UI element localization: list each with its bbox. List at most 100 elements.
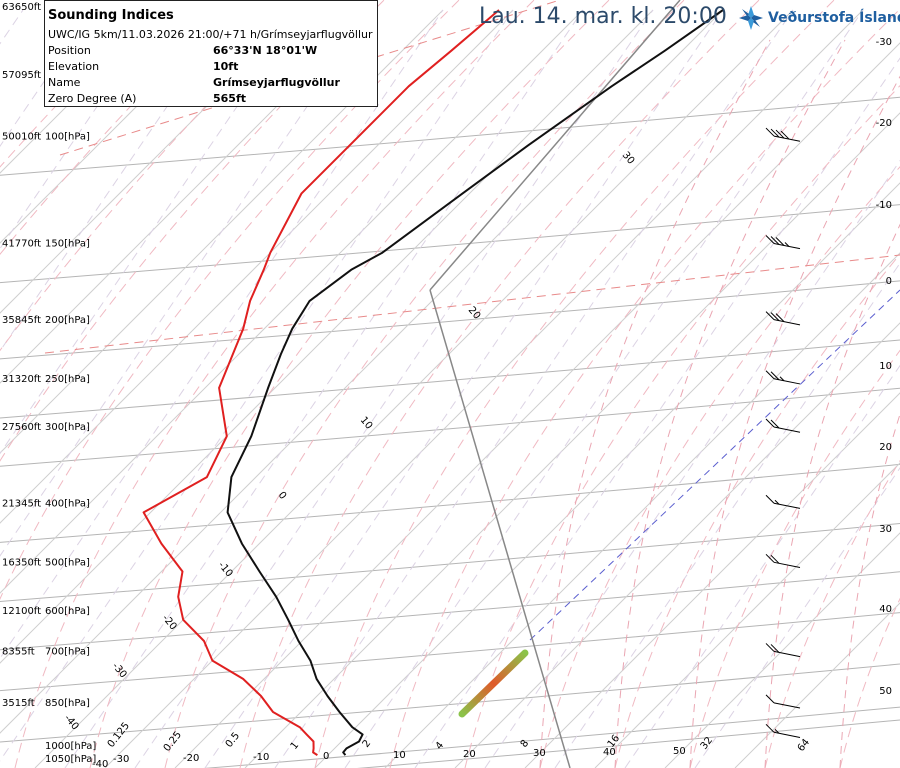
isobar-line [0,523,900,603]
info-label-elevation: Elevation [48,60,100,73]
freezing-level-line [44,254,900,354]
mixing-ratio-line [0,9,234,352]
info-value-zero-degree: 565ft [213,92,247,105]
isotherm-line [664,532,900,768]
isotherm-line [244,112,900,768]
mixing-ratio-label: 2 [361,738,374,750]
isotherm-line [0,9,584,594]
mixing-ratio-line [0,9,374,557]
dry-adiabat-line [539,166,900,768]
right-temperature-label: 0 [886,276,892,287]
isobar-line [356,719,900,768]
wind-barb-feather [770,371,780,381]
dry-adiabat-line [689,349,900,768]
isotherm-label: -40 [92,759,108,768]
wind-barb [765,643,801,658]
dry-adiabat-line [764,459,900,768]
isotherm-label: 10 [393,750,406,761]
info-value-name: Grímseyjarflugvöllur [213,76,340,89]
wind-barb [765,235,801,250]
altitude-label: 31320ft [2,374,41,385]
right-temperature-label: 40 [879,604,892,615]
isotherm-line [594,462,900,768]
isobar-line [203,706,900,768]
lifted-parcel-line [429,289,571,768]
altitude-label: 63650ft [2,2,41,13]
altitude-label: 50010ft [2,131,41,142]
wind-barb-feather [774,728,780,734]
wind-barb-feather [765,370,775,380]
info-value-elevation: 10ft [213,60,239,73]
mixing-ratio-line [694,467,900,768]
wind-barb-feather [775,129,785,139]
pressure-label: 250[hPa] [45,374,90,385]
wind-barb [765,723,801,738]
moist-adiabat-line [764,223,900,768]
wind-barb-feather [765,643,775,652]
dry-adiabat-label: 10 [358,415,375,432]
brand-name: Veðurstofa Íslands [768,10,900,26]
wind-barb-feather [784,242,790,247]
wind-barb-feather [765,127,775,137]
pressure-label: 400[hPa] [45,498,90,509]
isotherm-label: 30 [533,748,546,759]
wind-barb-feather [765,694,775,704]
wind-barb-staff [773,731,801,738]
altitude-label: 8355ft [2,647,35,658]
upper-parcel-line [429,0,681,291]
wind-barb [765,418,801,433]
right-temperature-label: 50 [879,686,892,697]
dry-adiabat-line [614,253,900,768]
wind-barb-feather [770,644,780,653]
mixing-ratio-line [64,9,584,768]
wind-barb-feather [765,553,775,563]
forecast-time-title: Lau. 14. mar. kl. 20:00 [479,4,727,29]
wind-barb-feather [775,313,785,323]
dry-adiabat-label: -40 [62,713,81,733]
dry-adiabat-line [389,8,900,768]
isotherm-label: 50 [673,746,686,757]
isotherm-line [0,9,724,734]
wind-barb [765,370,801,385]
mixing-ratio-label: 1 [289,740,302,752]
dry-adiabat-line [464,85,900,768]
right-temperature-label: -30 [876,37,892,48]
pressure-label: 1000[hPa] [45,741,96,752]
right-temperature-label: 20 [879,442,892,453]
wind-barb-staff [773,378,801,385]
isotherm-label: 20 [463,749,476,760]
mixing-ratio-label: 8 [519,738,532,750]
mixing-ratio-line [624,364,900,768]
right-temperature-label: 10 [879,361,892,372]
wind-barb-feather [780,130,790,140]
wind-barb-feather [770,419,780,429]
dry-adiabat-line [314,0,835,768]
mixing-ratio-line [414,57,900,768]
wind-barb-feather [774,499,780,505]
wind-barb [765,694,801,709]
isotherm-line [0,9,234,244]
isotherm-line [384,252,900,768]
isotherm-label: -10 [253,752,269,763]
sounding-indices-box: Sounding Indices UWC/IG 5km/11.03.2026 2… [44,0,378,107]
info-label-zero-degree: Zero Degree (A) [48,92,137,105]
surface-parcel-bar [458,649,529,718]
mixing-ratio-line [0,9,514,762]
altitude-label: 12100ft [2,606,41,617]
mixing-ratio-line [554,262,900,768]
info-box-subtitle: UWC/IG 5km/11.03.2026 21:00/+71 h/Grímse… [48,28,373,41]
wind-barbs [765,127,801,738]
altitude-label: 3515ft [2,698,35,709]
isobar-line [0,463,900,543]
isobar-line [0,387,900,467]
isotherm-line [34,9,794,768]
wind-barb [765,494,801,509]
wind-barb [765,127,801,142]
dry-adiabat-line [239,0,760,768]
wind-barb-feather [770,128,780,138]
mixing-ratio-label: 0.25 [162,730,184,754]
mixing-ratio-line [0,9,164,250]
isotherm-label: 40 [603,747,616,758]
isobar-line [0,96,900,176]
